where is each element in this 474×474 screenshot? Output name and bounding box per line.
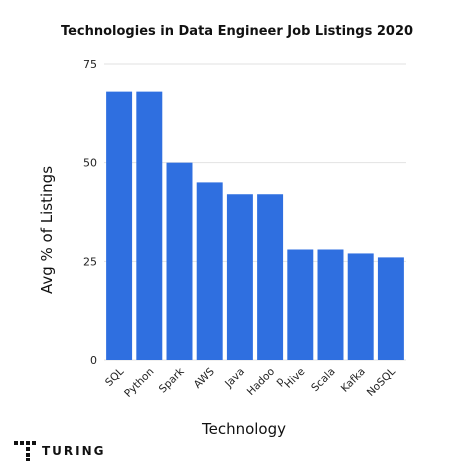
bar-sql [106,91,133,361]
x-axis-title: Technology [201,420,286,438]
bar-hadoo-p [257,194,284,360]
x-tick-label-line: NoSQL [365,366,398,399]
turing-logo-icon [14,441,36,461]
bar-hive [287,249,314,360]
turing-brand-name: TURING [42,444,106,458]
y-axis-ticks: 0 25 50 75 [83,58,97,367]
y-tick-label: 25 [83,255,97,268]
x-tick-label: NoSQL [365,366,398,399]
bar-aws [196,182,223,360]
x-tick-label-line: Java [222,366,247,391]
bar-kafka [347,253,374,360]
bar-python [136,91,163,361]
bar-nosql [377,257,404,360]
x-tick-label: AWS [192,365,217,390]
y-tick-label: 50 [83,157,97,170]
y-axis-title: Avg % of Listings [38,166,56,294]
x-tick-label: Python [122,366,156,400]
chart-title: Technologies in Data Engineer Job Listin… [61,24,413,39]
turing-logo: TURING [14,441,106,461]
bar-scala [317,249,344,360]
x-tick-label-line: SQL [103,366,126,389]
x-tick-label: Spark [157,365,187,395]
x-tick-label-line: Spark [157,365,187,395]
x-tick-label: Java [222,366,247,391]
x-tick-label: SQL [103,366,126,389]
bar-java [226,194,253,360]
x-tick-label-line: AWS [192,365,217,390]
x-tick-label-line: Hadoo [245,366,277,398]
x-tick-label-line: Hive [282,366,307,391]
x-tick-label: Scala [309,366,337,394]
x-tick-label-line: Scala [309,366,337,394]
x-tick-label: Hive [282,366,307,391]
y-tick-label: 75 [83,58,97,71]
x-tick-label-line: Python [122,366,156,400]
y-tick-label: 0 [90,354,97,367]
bars [106,91,404,361]
bar-spark [166,162,193,360]
